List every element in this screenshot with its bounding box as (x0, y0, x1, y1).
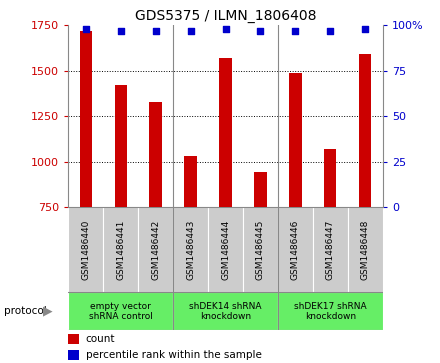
Bar (138, 207, 173, 292)
Bar (348, 207, 383, 292)
Bar (254, 172, 267, 207)
Point (187, 28, 194, 34)
Text: GSM1486446: GSM1486446 (291, 219, 300, 280)
Point (152, 28, 159, 34)
Bar (359, 54, 371, 207)
Text: shDEK14 shRNA
knockdown: shDEK14 shRNA knockdown (189, 302, 262, 321)
Bar (208, 207, 243, 292)
Text: GSM1486444: GSM1486444 (221, 220, 230, 280)
Text: GSM1486443: GSM1486443 (186, 219, 195, 280)
Text: GSM1486442: GSM1486442 (151, 220, 160, 280)
Text: GSM1486447: GSM1486447 (326, 219, 335, 280)
Point (362, 26, 369, 32)
Bar (289, 73, 301, 207)
Bar (313, 207, 348, 292)
Text: empty vector
shRNA control: empty vector shRNA control (89, 302, 153, 321)
Bar (173, 207, 208, 292)
Bar (278, 207, 313, 292)
Text: GSM1486448: GSM1486448 (361, 219, 370, 280)
Text: shDEK17 shRNA
knockdown: shDEK17 shRNA knockdown (294, 302, 367, 321)
Bar (68, 350, 79, 360)
Text: GSM1486440: GSM1486440 (81, 219, 90, 280)
Text: GSM1486441: GSM1486441 (116, 219, 125, 280)
Bar (114, 85, 127, 207)
Bar (150, 102, 162, 207)
Point (292, 28, 299, 34)
Bar (173, 292, 278, 330)
Point (257, 28, 264, 34)
Bar (103, 207, 138, 292)
Bar (68, 292, 173, 330)
Point (327, 28, 334, 34)
Bar (68, 207, 103, 292)
Text: ▶: ▶ (43, 305, 52, 318)
Text: count: count (85, 334, 115, 344)
Bar (68, 334, 79, 344)
Bar (243, 207, 278, 292)
Point (117, 28, 124, 34)
Point (222, 26, 229, 32)
Text: GSM1486445: GSM1486445 (256, 219, 265, 280)
Text: protocol: protocol (4, 306, 47, 316)
Title: GDS5375 / ILMN_1806408: GDS5375 / ILMN_1806408 (135, 9, 316, 23)
Bar (80, 31, 92, 207)
Bar (278, 292, 383, 330)
Bar (324, 149, 337, 207)
Text: percentile rank within the sample: percentile rank within the sample (85, 350, 261, 360)
Bar (184, 156, 197, 207)
Bar (220, 58, 231, 207)
Point (82, 26, 89, 32)
